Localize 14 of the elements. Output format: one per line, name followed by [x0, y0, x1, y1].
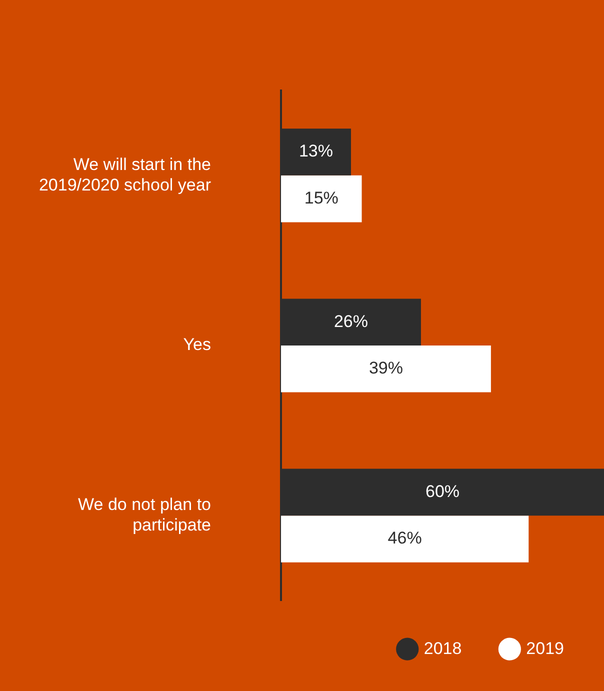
- data-label: 15%: [304, 188, 338, 208]
- legend-label: 2019: [526, 638, 564, 658]
- data-label: 39%: [368, 358, 403, 378]
- y-tick-label: Yes: [183, 335, 211, 354]
- bar: [281, 175, 362, 222]
- y-tick-label: We do not plan to participate: [78, 495, 211, 534]
- legend-label: 2018: [424, 638, 462, 658]
- data-label: 60%: [425, 482, 460, 501]
- data-label: 13%: [298, 142, 334, 161]
- data-label: 46%: [388, 528, 422, 548]
- data-label: 26%: [334, 312, 368, 331]
- bar: [281, 516, 529, 562]
- y-tick-label: We will start in the 2019/2020 school year: [38, 154, 212, 194]
- bar: [281, 346, 491, 392]
